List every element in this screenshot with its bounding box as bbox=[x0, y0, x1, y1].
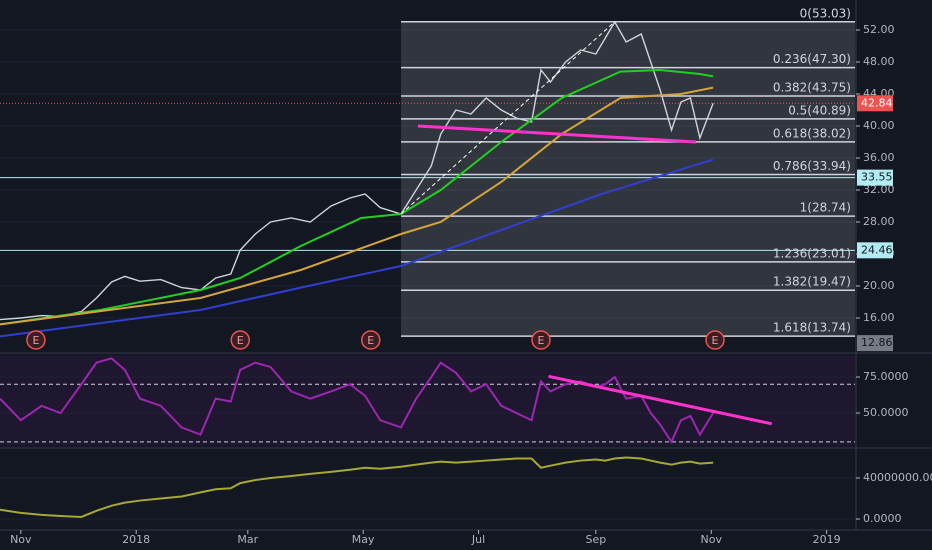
fib-box bbox=[401, 21, 855, 337]
y-tick-label: 0.0000 bbox=[863, 512, 902, 525]
event-marker bbox=[361, 330, 381, 350]
event-marker bbox=[705, 330, 725, 350]
series-line bbox=[0, 158, 714, 338]
series-line bbox=[0, 20, 714, 321]
fib-label: 0.5(40.89) bbox=[788, 103, 851, 117]
y-tick-label: 40.00 bbox=[863, 119, 895, 132]
x-tick-label: 2019 bbox=[813, 533, 841, 546]
x-tick-label: 2018 bbox=[122, 533, 150, 546]
price-tag-label: 33.55 bbox=[861, 171, 893, 184]
event-marker bbox=[26, 330, 46, 350]
y-tick-label: 75.0000 bbox=[863, 370, 909, 383]
fib-label: 1.382(19.47) bbox=[773, 275, 851, 289]
price-tag-label: 24.46 bbox=[861, 243, 893, 256]
y-tick-label: 32.00 bbox=[863, 183, 895, 196]
price-tag bbox=[857, 242, 893, 259]
price-tag-label: 42.84 bbox=[861, 96, 893, 109]
price-tag bbox=[857, 335, 893, 352]
fib-label: 1.618(13.74) bbox=[773, 321, 851, 335]
y-tick-label: 50.0000 bbox=[863, 406, 909, 419]
fib-label: 0.618(38.02) bbox=[773, 126, 851, 140]
y-tick-label: 36.00 bbox=[863, 151, 895, 164]
fib-label: 1(28.74) bbox=[800, 201, 851, 215]
event-marker bbox=[531, 330, 551, 350]
x-tick-label: Jul bbox=[471, 533, 485, 546]
y-tick-label: 40000000.0000 bbox=[863, 471, 932, 484]
y-tick-label: 20.00 bbox=[863, 279, 895, 292]
price-tag bbox=[857, 95, 893, 112]
event-label: E bbox=[32, 334, 39, 347]
y-tick-label: 28.00 bbox=[863, 215, 895, 228]
y-tick-label: 48.00 bbox=[863, 55, 895, 68]
rsi-pane bbox=[0, 355, 855, 446]
series-line bbox=[0, 86, 714, 326]
event-label: E bbox=[538, 334, 545, 347]
price-tag-label: 12.86 bbox=[861, 336, 893, 349]
y-tick-label: 52.00 bbox=[863, 23, 895, 36]
price-tag bbox=[857, 169, 893, 186]
series-line bbox=[0, 357, 714, 444]
x-tick-label: Nov bbox=[701, 533, 723, 546]
y-tick-label: 16.00 bbox=[863, 311, 895, 324]
series-line bbox=[0, 68, 714, 326]
event-marker bbox=[230, 330, 250, 350]
fib-label: 0.236(47.30) bbox=[773, 52, 851, 66]
event-label: E bbox=[712, 334, 719, 347]
fib-label: 0(53.03) bbox=[800, 6, 851, 20]
x-tick-label: Mar bbox=[237, 533, 258, 546]
trend-line bbox=[400, 21, 616, 215]
event-label: E bbox=[237, 334, 244, 347]
x-tick-label: Nov bbox=[10, 533, 32, 546]
fib-label: 0.382(43.75) bbox=[773, 81, 851, 95]
x-tick-label: Sep bbox=[585, 533, 606, 546]
trend-line bbox=[417, 124, 697, 144]
event-label: E bbox=[367, 334, 374, 347]
trend-line bbox=[548, 374, 773, 426]
fib-label: 0.786(33.94) bbox=[773, 159, 851, 173]
series-line bbox=[0, 456, 714, 518]
x-tick-label: May bbox=[352, 533, 375, 546]
fib-label: 1.236(23.01) bbox=[773, 246, 851, 260]
